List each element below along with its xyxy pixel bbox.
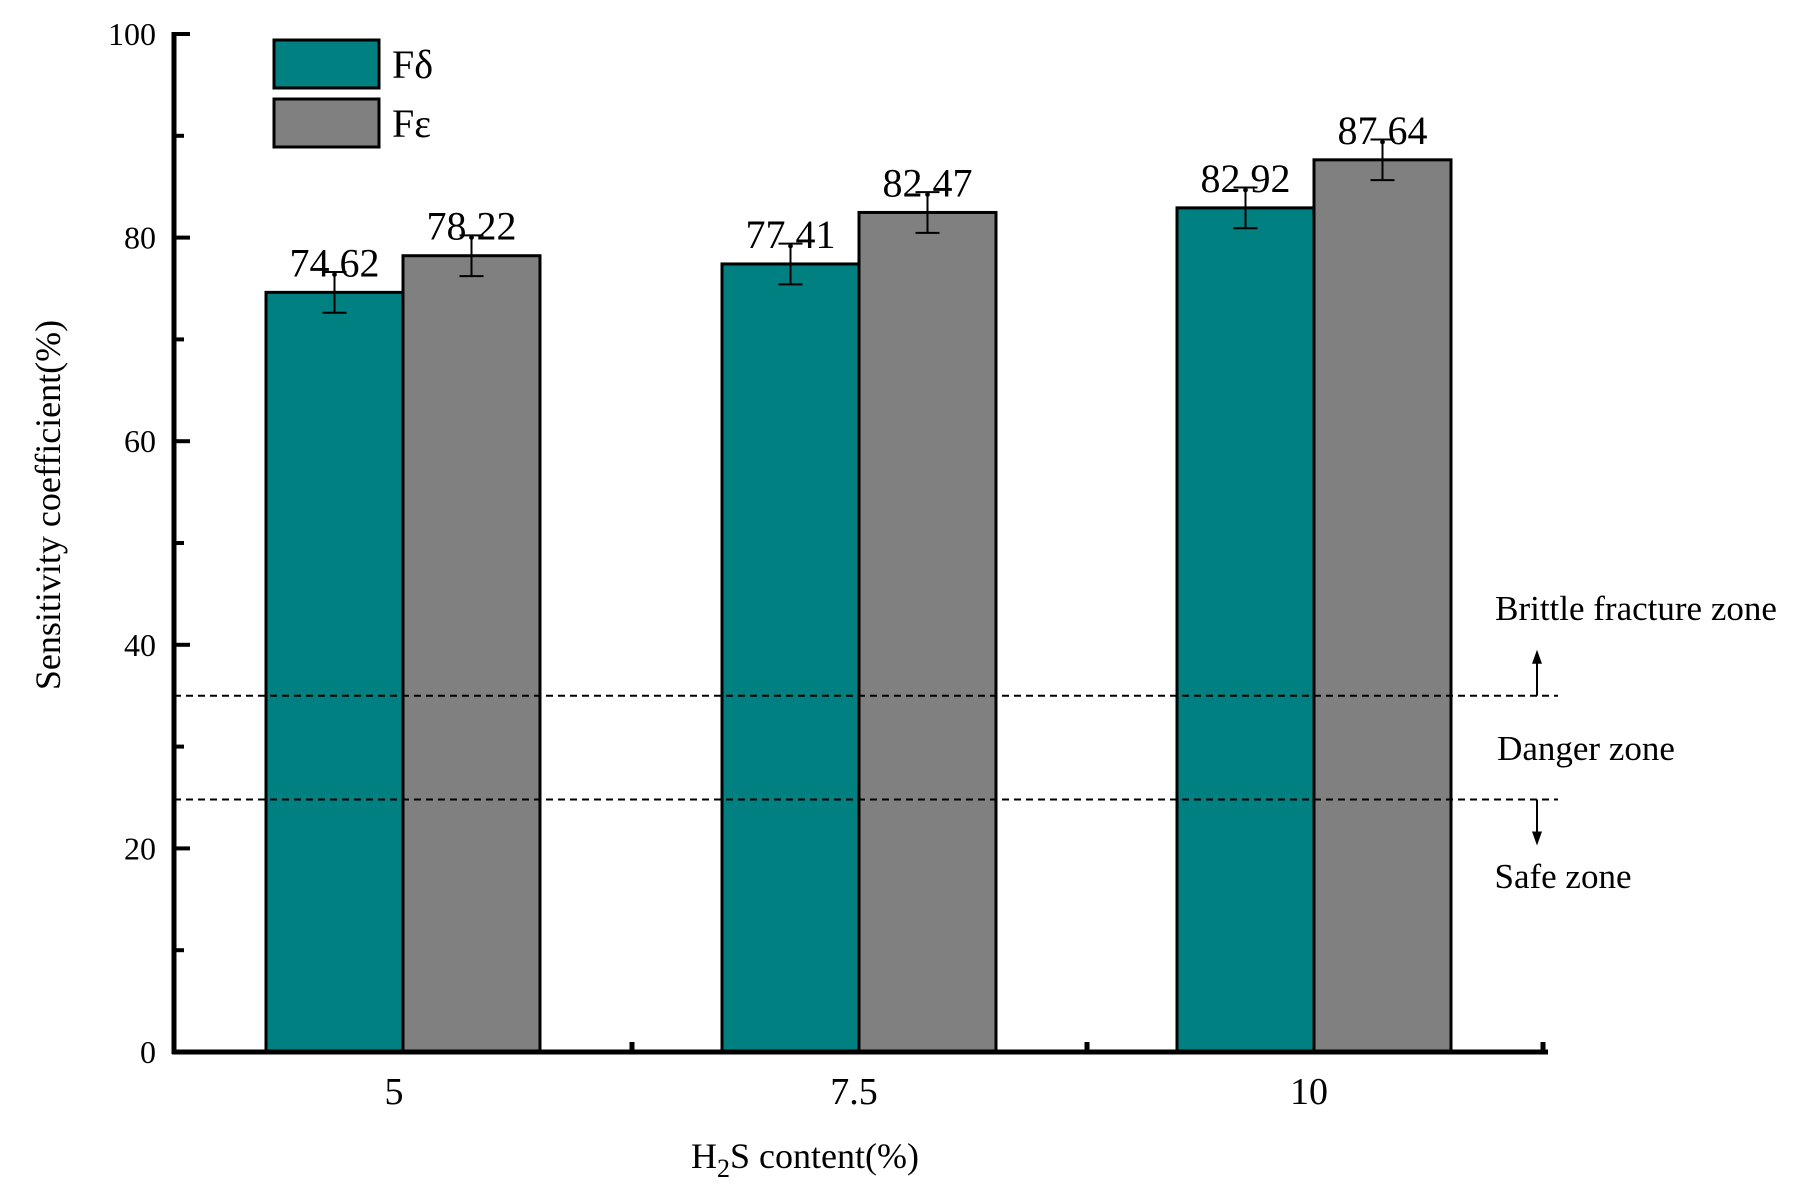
value-label: 82.47 [883,160,973,205]
error-bars-layer [322,138,1395,314]
value-label: 87.64 [1338,108,1428,153]
x-tick-label: 10 [1290,1071,1328,1113]
zone-label: Safe zone [1494,857,1631,896]
error-bar [778,242,803,286]
bar-Fδ-7.5 [720,262,861,1054]
y-tick-label: 0 [140,1034,156,1070]
x-axis-label-suffix: S content(%) [730,1136,919,1176]
legend-item: Fε [272,97,431,149]
bar-Fδ-10 [1175,206,1316,1054]
x-axis-label-subscript: 2 [717,1154,730,1183]
value-labels-layer: 74.62 77.41 82.92 78.22 82.47 87.64 [290,108,1428,286]
legend-swatch [272,38,381,90]
legend-label: Fε [392,101,431,146]
legend: Fδ Fε [272,38,433,149]
error-bar [915,191,940,234]
legend-swatch [272,97,381,149]
y-tick-label: 60 [124,423,156,459]
value-label: 77.41 [746,212,836,257]
value-label: 82.92 [1201,156,1291,201]
error-bar [1233,186,1258,230]
arrow-up-icon [1532,649,1542,696]
zone-label: Danger zone [1497,729,1675,768]
bar-Fε-5 [401,254,542,1054]
x-tick-label: 7.5 [830,1071,878,1113]
arrow-down-icon [1532,799,1542,846]
zones-layer: Brittle fracture zone Danger zone Safe zon… [174,589,1777,896]
bars-layer [264,158,1453,1054]
x-tick-label: 5 [385,1071,404,1113]
x-axis-label-prefix: H [691,1136,717,1176]
y-tick-label: 80 [124,220,156,256]
value-label: 78.22 [427,204,517,249]
value-label: 74.62 [290,240,380,285]
bar-Fδ-5 [264,290,405,1054]
legend-item: Fδ [272,38,433,90]
y-axis-label: Sensitivity coefficient(%) [28,320,68,690]
error-bar [322,271,347,314]
zone-label: Brittle fracture zone [1495,589,1777,628]
axes-layer: 0 20 40 60 80 100 5 7.5 10 [108,16,1548,1113]
y-tick-label: 20 [124,830,156,866]
y-tick-label: 40 [124,627,156,663]
error-bar [459,234,484,278]
y-tick-label: 100 [108,16,156,52]
error-bar [1370,138,1395,182]
legend-label: Fδ [392,42,433,87]
bar-Fε-7.5 [857,210,998,1054]
bar-Fε-10 [1312,158,1453,1054]
x-axis-label: H2S content(%) [691,1136,919,1183]
